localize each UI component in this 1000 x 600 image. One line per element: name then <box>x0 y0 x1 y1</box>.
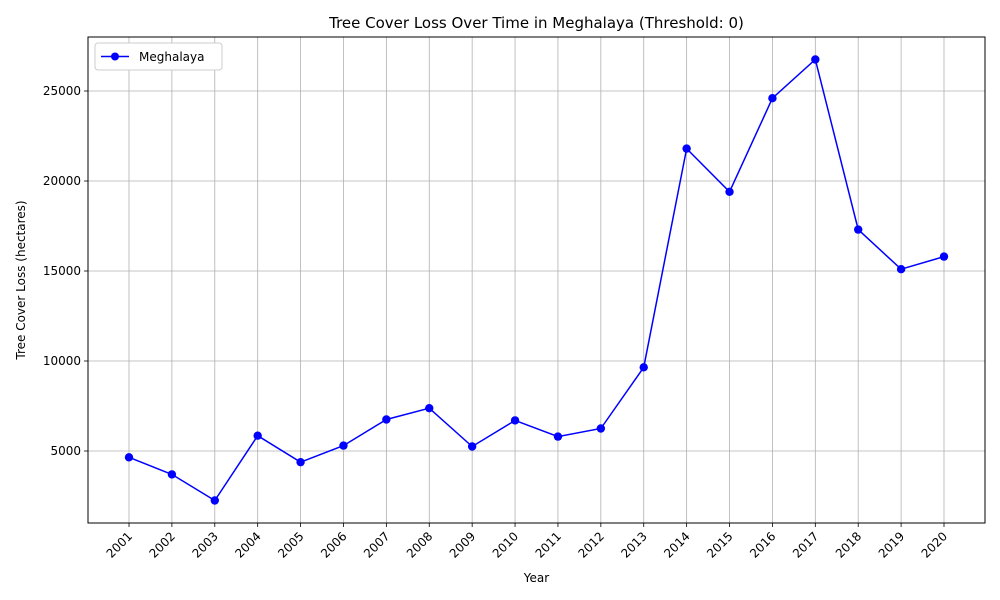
data-point <box>253 431 262 440</box>
data-point <box>339 441 348 450</box>
data-point <box>682 144 691 153</box>
y-tick-label: 5000 <box>50 444 81 458</box>
y-tick-label: 25000 <box>43 84 81 98</box>
data-point <box>768 94 777 103</box>
data-point <box>467 442 477 451</box>
y-axis-label: Tree Cover Loss (hectares) <box>14 200 28 360</box>
data-point <box>725 187 734 196</box>
data-point <box>939 252 949 261</box>
plot-frame <box>87 36 986 524</box>
series-layer <box>124 55 949 505</box>
series-line <box>128 58 945 502</box>
data-point <box>896 265 906 274</box>
data-point <box>596 424 606 433</box>
x-axis-label: Year <box>523 571 549 585</box>
y-tick-label: 10000 <box>43 354 81 368</box>
data-point <box>639 363 648 372</box>
data-point <box>811 55 820 64</box>
y-axis-ticks: 5000 10000 15000 20000 25000 <box>43 84 88 458</box>
grid-lines <box>88 37 985 523</box>
y-tick-label: 15000 <box>43 264 81 278</box>
legend-box <box>94 42 223 71</box>
data-point <box>124 453 134 462</box>
data-point <box>425 403 434 413</box>
chart-title: Tree Cover Loss Over Time in Meghalaya (… <box>328 14 744 32</box>
legend-label: Meghalaya <box>139 50 204 64</box>
legend: Meghalaya <box>94 42 223 71</box>
data-point <box>296 457 305 467</box>
data-point <box>854 225 863 234</box>
data-point <box>210 496 219 505</box>
data-point <box>553 432 563 441</box>
y-tick-label: 20000 <box>43 174 81 188</box>
data-point <box>510 416 520 425</box>
legend-marker-swatch <box>111 52 119 61</box>
plot-area <box>88 37 985 523</box>
data-point <box>382 415 391 424</box>
data-point <box>167 470 177 479</box>
